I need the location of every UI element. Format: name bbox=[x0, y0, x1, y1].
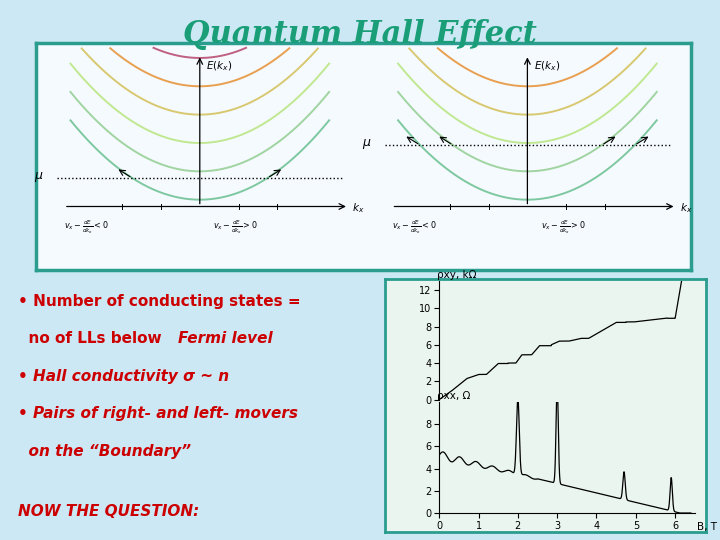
Text: ρxx, Ω: ρxx, Ω bbox=[436, 391, 470, 401]
Text: $k_x$: $k_x$ bbox=[352, 201, 364, 214]
Text: NOW THE QUESTION:: NOW THE QUESTION: bbox=[19, 504, 199, 519]
Text: B, T: B, T bbox=[697, 522, 717, 532]
Text: $v_x-\frac{dE}{dk_x}<0$: $v_x-\frac{dE}{dk_x}<0$ bbox=[392, 218, 436, 235]
Text: • Hall conductivity σ ~ n: • Hall conductivity σ ~ n bbox=[19, 369, 230, 384]
Text: $k_x$: $k_x$ bbox=[680, 201, 692, 214]
Text: $v_x-\frac{dE}{dk_x}>0$: $v_x-\frac{dE}{dk_x}>0$ bbox=[213, 218, 258, 235]
Text: • Pairs of right- and left- movers: • Pairs of right- and left- movers bbox=[19, 406, 298, 421]
Text: $E(k_x)$: $E(k_x)$ bbox=[207, 59, 233, 73]
Text: $v_x-\frac{dE}{dk_x}<0$: $v_x-\frac{dE}{dk_x}<0$ bbox=[64, 218, 109, 235]
Text: Quantum Hall Effect: Quantum Hall Effect bbox=[183, 19, 537, 50]
Text: ρxy, kΩ: ρxy, kΩ bbox=[436, 269, 476, 280]
Text: • Number of conducting states =: • Number of conducting states = bbox=[19, 294, 301, 308]
Text: $\mu$: $\mu$ bbox=[362, 137, 372, 151]
Text: no of LLs below: no of LLs below bbox=[19, 331, 167, 346]
Text: on the “Boundary”: on the “Boundary” bbox=[19, 444, 192, 459]
Text: $\mu$: $\mu$ bbox=[35, 170, 44, 184]
Text: Fermi level: Fermi level bbox=[178, 331, 272, 346]
Text: $E(k_x)$: $E(k_x)$ bbox=[534, 59, 560, 73]
Text: $v_x-\frac{dE}{dk_x}>0$: $v_x-\frac{dE}{dk_x}>0$ bbox=[541, 218, 585, 235]
